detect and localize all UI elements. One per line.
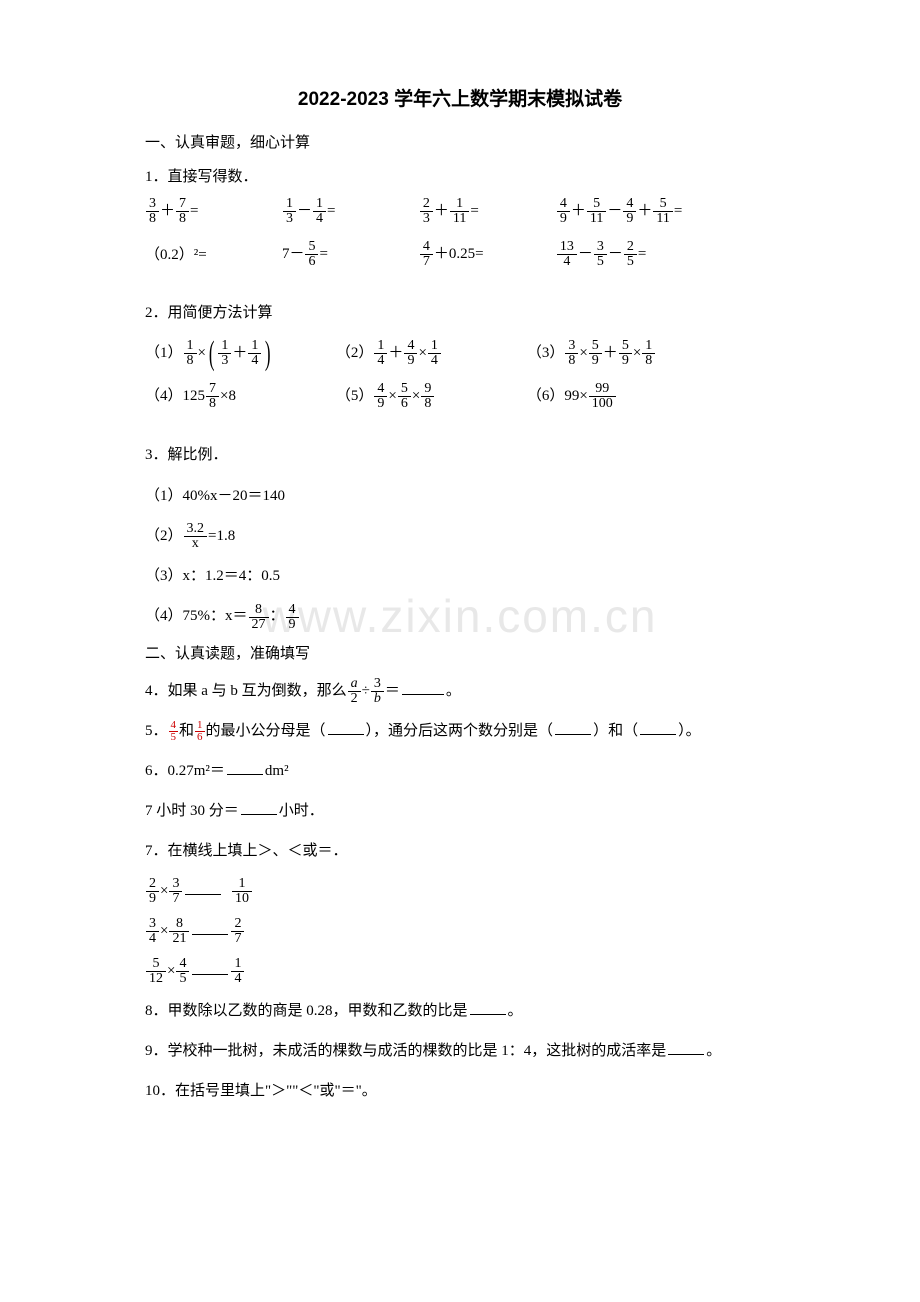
q2-i5: （5）49×56×98: [336, 382, 527, 411]
q2-i6: （6）99×99100: [527, 382, 775, 411]
q7-blank2: [192, 921, 228, 935]
q2-label: 2．用简便方法计算: [145, 301, 775, 325]
q7-r1: 29×37 110: [145, 876, 775, 906]
q1-r1c2: 13－14=: [282, 197, 419, 226]
q1-row1: 38＋78= 13－14= 23＋111= 49＋511－49＋511=: [145, 197, 775, 226]
q1-r2c4: 134－35－25=: [556, 240, 775, 269]
q7-r2: 34×82127: [145, 916, 775, 946]
q2-i4: （4）12578×8: [145, 382, 336, 411]
q10: 10．在括号里填上"＞""＜"或"＝"。: [145, 1076, 775, 1106]
q6b: 7 小时 30 分＝小时．: [145, 796, 775, 826]
q3-i3: （3）x：1.2＝4：0.5: [145, 561, 775, 591]
q1-r2c3: 47＋0.25=: [419, 240, 556, 269]
q7-label: 7．在横线上填上＞、＜或＝．: [145, 836, 775, 866]
q9-blank: [668, 1041, 704, 1055]
q7-blank3: [192, 961, 228, 975]
q3-i2: （2）3.2x=1.8: [145, 521, 775, 551]
section-1-header: 一、认真审题，细心计算: [145, 131, 775, 155]
q5: 5．45和16的最小公分母是（），通分后这两个数分别是（）和（）。: [145, 716, 775, 746]
q1-row2: （0.2）²= 7－56= 47＋0.25= 134－35－25=: [145, 240, 775, 269]
q5-blank3: [640, 721, 676, 735]
q1-r2c1: （0.2）²=: [145, 243, 282, 267]
q1-label: 1．直接写得数．: [145, 165, 775, 189]
q3-i1: （1）40%x－20＝140: [145, 481, 775, 511]
q6-blank1: [227, 761, 263, 775]
q6a: 6．0.27m²＝dm²: [145, 756, 775, 786]
q8: 8．甲数除以乙数的商是 0.28，甲数和乙数的比是。: [145, 996, 775, 1026]
q5-blank2: [555, 721, 591, 735]
q8-blank: [470, 1001, 506, 1015]
q5-blank1: [328, 721, 364, 735]
q3-i4: （4）75%：x＝827：49: [145, 601, 775, 631]
q2-i3: （3）38×59＋59×18: [527, 339, 775, 368]
q4: 4．如果 a 与 b 互为倒数，那么a2÷3b＝。: [145, 676, 775, 706]
q2-i2: （2）14＋49×14: [336, 339, 527, 368]
q6-blank2: [241, 801, 277, 815]
q1-r2c2: 7－56=: [282, 240, 419, 269]
page-title: 2022-2023 学年六上数学期末模拟试卷: [145, 85, 775, 115]
q7-blank1: [185, 881, 221, 895]
q1-r1c4: 49＋511－49＋511=: [556, 197, 775, 226]
q1-r1c3: 23＋111=: [419, 197, 556, 226]
q9: 9．学校种一批树，未成活的棵数与成活的棵数的比是 1：4，这批树的成活率是。: [145, 1036, 775, 1066]
q4-blank: [402, 681, 444, 695]
q7-r3: 512×4514: [145, 956, 775, 986]
q2-row2: （4）12578×8 （5）49×56×98 （6）99×99100: [145, 382, 775, 411]
document-content: 2022-2023 学年六上数学期末模拟试卷 一、认真审题，细心计算 1．直接写…: [145, 85, 775, 1106]
q2-row1: （1）18×(13＋14) （2）14＋49×14 （3）38×59＋59×18: [145, 339, 775, 368]
q1-r1c1: 38＋78=: [145, 197, 282, 226]
q3-label: 3．解比例．: [145, 443, 775, 467]
section-2-header: 二、认真读题，准确填写: [145, 642, 775, 666]
q2-i1: （1）18×(13＋14): [145, 339, 336, 368]
